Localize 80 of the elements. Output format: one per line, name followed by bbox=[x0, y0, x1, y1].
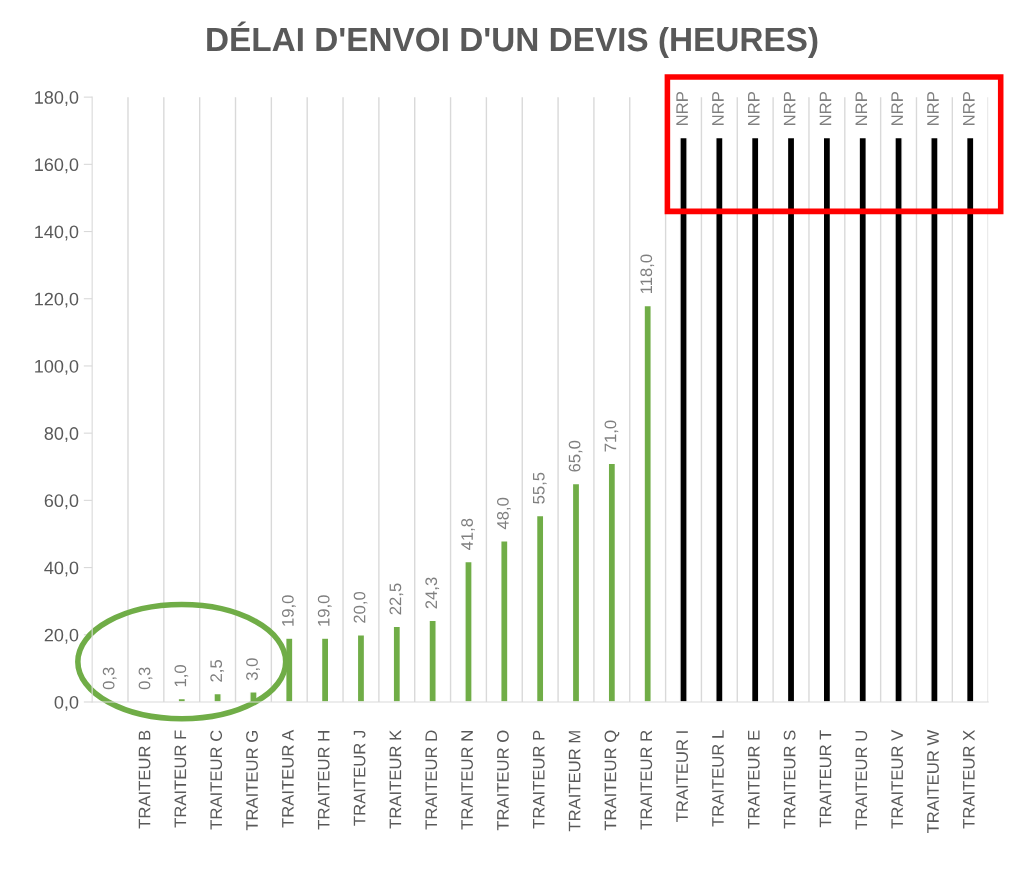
x-tick-label: TRAITEUR N bbox=[461, 731, 473, 830]
bar bbox=[858, 136, 867, 702]
data-label: 20,0 bbox=[353, 591, 368, 623]
x-tick-label: TRAITEUR J bbox=[353, 731, 366, 826]
x-tick-label: TRAITEUR F bbox=[174, 730, 187, 828]
chart-title: DÉLAI D'ENVOI D'UN DEVIS (HEURES) bbox=[207, 21, 818, 58]
data-label: NRP bbox=[819, 92, 832, 125]
x-tick-label: TRAITEUR S bbox=[783, 730, 796, 829]
data-label: 65,0 bbox=[568, 440, 583, 472]
data-label: 55,5 bbox=[533, 472, 547, 504]
y-tick-label: 0,0 bbox=[54, 695, 79, 711]
x-tick-label: TRAITEUR H bbox=[317, 731, 330, 830]
data-label: 41,8 bbox=[461, 518, 475, 551]
bar bbox=[930, 136, 939, 702]
y-tick-label: 80,0 bbox=[44, 427, 79, 443]
data-label: 118,0 bbox=[640, 254, 655, 294]
data-label: NRP bbox=[712, 92, 724, 125]
bar bbox=[965, 136, 975, 702]
data-label: NRP bbox=[963, 92, 975, 125]
bar bbox=[213, 692, 222, 702]
y-tick-label: 100,0 bbox=[35, 359, 79, 375]
x-tick-label: TRAITEUR G bbox=[246, 731, 258, 831]
bar bbox=[679, 136, 688, 702]
y-tick-label: 160,0 bbox=[35, 158, 79, 174]
bar bbox=[750, 136, 760, 702]
bar bbox=[535, 514, 545, 702]
data-label: 24,3 bbox=[425, 577, 440, 609]
x-tick-label: TRAITEUR W bbox=[927, 729, 939, 834]
x-tick-label: TRAITEUR V bbox=[891, 729, 904, 829]
data-label: 48,0 bbox=[496, 497, 511, 530]
data-label: NRP bbox=[891, 92, 903, 125]
y-tick-label: 20,0 bbox=[44, 628, 79, 644]
x-tick-label: TRAITEUR O bbox=[496, 730, 509, 831]
data-label: NRP bbox=[676, 92, 688, 125]
bar bbox=[715, 136, 724, 702]
y-tick-label: 120,0 bbox=[35, 292, 79, 308]
bar bbox=[607, 462, 617, 702]
data-label: 19,0 bbox=[281, 595, 296, 626]
bar bbox=[786, 136, 796, 702]
data-label: NRP bbox=[855, 92, 868, 125]
data-label: NRP bbox=[783, 92, 796, 125]
data-label: 2,5 bbox=[210, 660, 225, 682]
x-tick-label: TRAITEUR D bbox=[425, 730, 438, 830]
data-label: 0,3 bbox=[138, 667, 153, 690]
x-tick-label: TRAITEUR L bbox=[712, 730, 724, 827]
bar bbox=[464, 560, 473, 702]
x-tick-label: TRAITEUR X bbox=[963, 730, 975, 829]
x-tick-label: TRAITEUR E bbox=[748, 730, 760, 829]
y-tick-label: 60,0 bbox=[44, 494, 79, 510]
x-tick-label: TRAITEUR I bbox=[676, 731, 688, 822]
bar bbox=[822, 136, 832, 702]
bar bbox=[894, 136, 903, 702]
data-label: 22,5 bbox=[389, 583, 404, 615]
bar bbox=[571, 482, 581, 702]
data-label: 1,0 bbox=[174, 665, 189, 687]
x-tick-label: TRAITEUR M bbox=[568, 731, 581, 832]
x-tick-label: TRAITEUR T bbox=[819, 730, 832, 828]
bar bbox=[392, 625, 402, 702]
x-tick-label: TRAITEUR Q bbox=[604, 730, 620, 831]
y-tick-label: 40,0 bbox=[44, 561, 79, 577]
x-tick-label: TRAITEUR R bbox=[640, 730, 653, 830]
y-tick-label: 140,0 bbox=[35, 225, 79, 241]
bar bbox=[428, 619, 437, 702]
bar bbox=[643, 304, 652, 702]
data-label: 0,3 bbox=[102, 667, 117, 690]
data-label: NRP bbox=[748, 92, 760, 125]
data-label: 71,0 bbox=[604, 420, 619, 452]
data-label: 19,0 bbox=[317, 595, 332, 626]
bar bbox=[356, 634, 366, 702]
x-tick-label: TRAITEUR K bbox=[389, 729, 402, 829]
bar bbox=[320, 637, 330, 702]
data-label: 3,0 bbox=[246, 658, 260, 681]
y-tick-label: 180,0 bbox=[35, 91, 79, 106]
x-tick-label: TRAITEUR B bbox=[138, 730, 151, 829]
data-label: NRP bbox=[927, 92, 939, 125]
x-tick-label: TRAITEUR P bbox=[533, 730, 545, 829]
x-tick-label: TRAITEUR U bbox=[855, 731, 868, 830]
x-tick-label: TRAITEUR A bbox=[282, 729, 294, 828]
bar bbox=[500, 539, 509, 702]
x-tick-label: TRAITEUR C bbox=[210, 730, 223, 830]
